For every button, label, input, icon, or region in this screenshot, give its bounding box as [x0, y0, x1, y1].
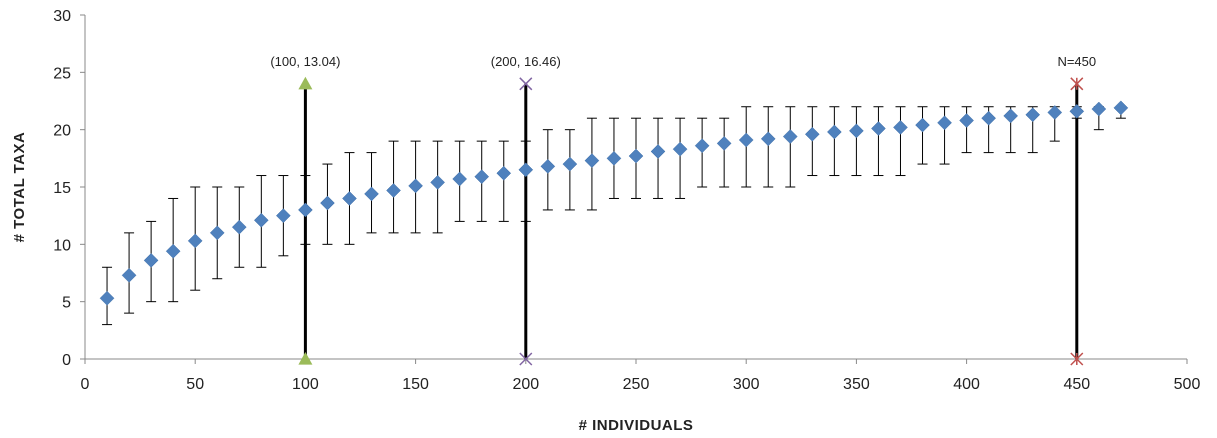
x-axis-title: # INDIVIDUALS	[579, 417, 694, 434]
x-tick-label: 50	[186, 376, 204, 393]
x-tick-label: 200	[512, 376, 539, 393]
x-tick-label: 300	[733, 376, 760, 393]
annotations: (100, 13.04) (200, 16.46) N=450	[270, 54, 1096, 69]
data-point	[1069, 103, 1085, 119]
x-tick-label: 350	[843, 376, 870, 393]
data-point	[562, 156, 578, 172]
data-point	[1047, 105, 1063, 120]
data-point	[606, 150, 622, 166]
data-point	[143, 253, 159, 268]
data-point	[782, 129, 798, 144]
data-point	[298, 202, 313, 218]
data-point	[518, 162, 534, 178]
data-point	[99, 290, 115, 306]
y-tick-label: 5	[62, 295, 71, 312]
error-bar	[851, 106, 862, 177]
data-point	[738, 132, 754, 148]
y-tick-label: 30	[53, 8, 71, 25]
data-point	[430, 175, 445, 190]
data-point	[937, 115, 952, 131]
x-tick-label: 150	[402, 376, 429, 393]
star-marker	[1070, 352, 1084, 366]
y-tick-label: 20	[53, 123, 71, 140]
data-point	[871, 121, 886, 136]
x-marker	[519, 352, 533, 366]
data-point	[694, 138, 710, 154]
data-point	[760, 131, 776, 147]
x-marker-stroke	[519, 77, 533, 91]
error-bar	[895, 106, 906, 177]
error-bar	[785, 106, 796, 188]
data-point	[231, 219, 247, 235]
y-tick-label: 0	[62, 352, 71, 369]
error-bar	[520, 140, 531, 222]
data-points	[99, 100, 1129, 306]
x-tick-label: 100	[292, 376, 319, 393]
data-point	[959, 113, 974, 128]
data-point	[981, 110, 996, 126]
y-tick-label: 10	[53, 237, 71, 254]
x-tick-label: 0	[81, 376, 90, 393]
x-tick-label: 500	[1174, 376, 1201, 393]
data-point	[187, 233, 203, 249]
data-point	[628, 148, 644, 164]
data-point	[474, 169, 490, 185]
data-point	[650, 144, 666, 159]
data-point	[672, 141, 688, 157]
x-tick-label: 250	[623, 376, 650, 393]
y-tick-label: 25	[53, 65, 71, 82]
data-point	[209, 225, 225, 241]
data-point	[452, 171, 468, 187]
data-point	[1091, 101, 1107, 117]
x-tick-label: 400	[953, 376, 980, 393]
x-marker-stroke	[519, 352, 533, 366]
error-bar	[675, 117, 686, 199]
data-point	[386, 183, 401, 198]
error-bar	[917, 106, 928, 165]
data-point	[342, 191, 357, 206]
error-bar	[498, 140, 509, 222]
data-point	[849, 123, 864, 139]
y-axis-title: # TOTAL TAXA	[11, 132, 28, 243]
reference-label: N=450	[1057, 54, 1096, 69]
data-point	[827, 124, 842, 140]
star-marker	[1070, 77, 1084, 91]
error-bar	[873, 106, 884, 177]
data-point	[253, 212, 269, 228]
data-point	[1003, 108, 1019, 124]
data-point	[716, 136, 732, 151]
data-point	[121, 267, 137, 283]
data-point	[320, 195, 335, 211]
reference-label: (200, 16.46)	[491, 54, 561, 69]
data-point	[915, 117, 930, 133]
data-point	[276, 208, 291, 224]
data-point	[584, 153, 600, 168]
x-marker	[519, 77, 533, 91]
error-bar	[719, 117, 730, 188]
data-point	[165, 243, 181, 259]
y-tick-label: 15	[53, 180, 71, 197]
error-bars	[102, 106, 1126, 326]
data-point	[893, 120, 908, 135]
data-point	[1113, 100, 1129, 116]
data-point	[804, 126, 820, 142]
data-point	[540, 159, 556, 174]
triangle-marker	[298, 76, 313, 90]
reference-label: (100, 13.04)	[270, 54, 340, 69]
error-bar	[939, 106, 950, 165]
data-point	[1025, 107, 1041, 123]
triangle-marker	[298, 352, 313, 365]
data-point	[408, 178, 423, 194]
data-point	[496, 165, 512, 181]
error-bar	[829, 106, 840, 177]
x-tick-label: 450	[1063, 376, 1090, 393]
data-point	[364, 186, 379, 202]
error-bar	[763, 106, 774, 188]
